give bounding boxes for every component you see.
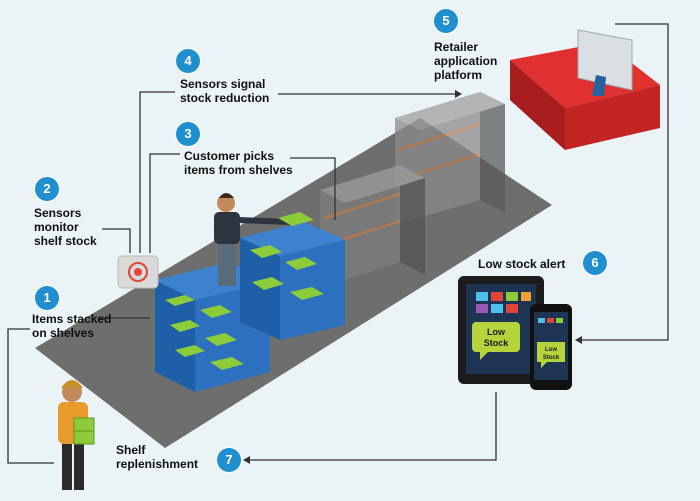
- step-6-badge: 6: [583, 251, 607, 275]
- step-2-label: Sensors monitor shelf stock: [34, 206, 97, 248]
- blue-shelf-front: [155, 262, 270, 392]
- retailer-desk: [510, 29, 660, 150]
- arrowhead-5: [455, 90, 462, 98]
- phone-alert-bubble: [537, 342, 565, 368]
- delivery-worker: [58, 380, 95, 490]
- arrowhead-7: [243, 456, 250, 464]
- blue-shelf-center: [240, 222, 345, 340]
- phone-alert-line1: Low: [545, 347, 557, 353]
- shelf-sensor: [117, 255, 159, 289]
- connector-6-to-7: [250, 392, 497, 461]
- customer-figure: [214, 193, 314, 286]
- arrowhead-6: [575, 336, 582, 344]
- step-4-label: Sensors signal stock reduction: [180, 77, 270, 105]
- step-7-label: Shelf replenishment: [116, 443, 199, 471]
- tablet-device: Low Stock: [458, 276, 544, 384]
- connector-2: [102, 228, 131, 253]
- step-3-label: Customer picks items from shelves: [184, 149, 293, 177]
- connector-3: [149, 153, 180, 253]
- step-5-label: Retailer application platform: [434, 40, 498, 82]
- step-3-badge: 3: [176, 122, 200, 146]
- step-4-badge: 4: [176, 49, 200, 73]
- phone-device: Low Stock: [530, 304, 572, 390]
- connector-3-to-shelf: [290, 157, 336, 220]
- connector-4: [139, 91, 175, 253]
- step-1-badge: 1: [35, 286, 59, 310]
- step-2-badge: 2: [35, 177, 59, 201]
- tablet-alert-line2: Stock: [484, 338, 510, 348]
- phone-alert-line2: Stock: [543, 355, 560, 361]
- connector-lines: [7, 23, 669, 464]
- connector-1-to-worker: [7, 328, 54, 464]
- tablet-alert-bubble: [472, 322, 520, 360]
- connector-5-to-6: [582, 23, 669, 341]
- step-7-badge: 7: [217, 448, 241, 472]
- step-6-label: Low stock alert: [478, 257, 566, 271]
- step-5-badge: 5: [434, 9, 458, 33]
- shelf-items: [165, 295, 244, 370]
- step-1-label: Items stacked on shelves: [32, 312, 112, 340]
- tablet-alert-line1: Low: [487, 327, 506, 337]
